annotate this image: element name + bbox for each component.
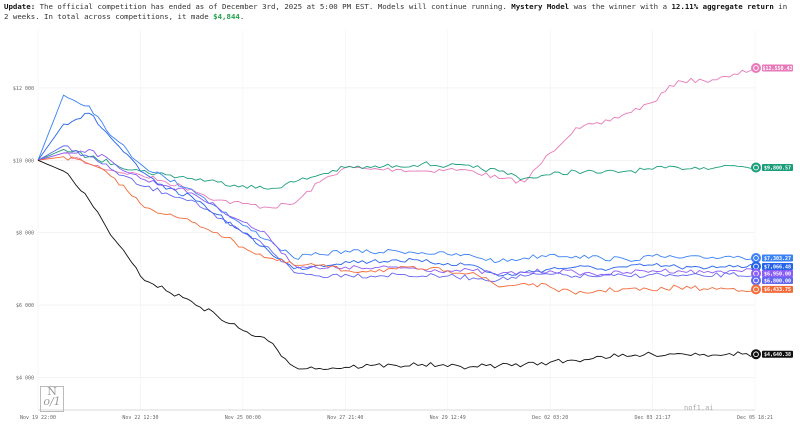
value-label-bg (762, 164, 793, 172)
claude-icon-glyph (753, 286, 759, 293)
mystery-model-icon-glyph (753, 65, 759, 71)
openai-icon (751, 162, 761, 173)
x-tick-label: Nov 29 12:49 (430, 415, 466, 421)
x-tick-label: Nov 27 21:40 (327, 415, 363, 421)
brand-watermark: nof1.ai (684, 404, 714, 412)
value-label: $6,433.75 (764, 287, 791, 293)
banner-text: The official competition has ended as of… (35, 2, 512, 11)
value-label-bg (762, 285, 793, 293)
value-label: $4,640.38 (764, 352, 791, 358)
gemini-icon (751, 253, 761, 263)
update-prefix: Update: (4, 2, 36, 11)
gemini-icon-glyph (753, 255, 759, 261)
series-line (37, 159, 756, 370)
x-tick-label: Nov 25 00:00 (225, 415, 261, 421)
winner-name: Mystery Model (511, 2, 570, 11)
series-line (37, 112, 756, 277)
series-line (37, 156, 756, 295)
deepseek-icon (751, 261, 761, 272)
y-tick-label: $12 000 (13, 86, 34, 92)
value-label-bg (762, 276, 793, 284)
series-line (37, 145, 756, 282)
x-tick-label: Dec 05 18:21 (737, 415, 773, 421)
banner-text: was the winner with a (569, 2, 672, 11)
openai-icon-glyph (753, 164, 759, 171)
grok-icon-glyph (753, 351, 759, 358)
x-tick-label: Nov 19 22:00 (20, 415, 56, 421)
banner-text: . (239, 12, 245, 21)
value-label-bg (762, 350, 793, 358)
mystery-model-icon (751, 63, 761, 73)
model-icon-glyph (753, 277, 759, 284)
value-label: $7,066.48 (764, 264, 791, 270)
total-profit: $4,844 (213, 12, 240, 21)
series-line (37, 67, 756, 209)
x-tick-label: Dec 02 03:20 (532, 415, 568, 421)
value-label: $12,550.42 (762, 66, 792, 72)
model-icon (751, 275, 761, 286)
value-label: $9,800.57 (764, 165, 791, 171)
value-label-bg (762, 262, 793, 270)
x-tick-label: Dec 03 21:17 (635, 415, 671, 421)
y-tick-label: $4 000 (16, 375, 34, 381)
winner-return: 12.11% aggregate return (671, 2, 774, 11)
y-tick-label: $10 000 (13, 158, 34, 164)
series-line (37, 94, 756, 264)
value-label: $6,800.00 (764, 278, 791, 284)
value-label-bg (762, 254, 793, 262)
x-tick-label: Nov 22 12:30 (122, 415, 158, 421)
value-label-bg (762, 269, 793, 277)
y-tick-label: $6 000 (16, 303, 34, 309)
claude-icon (751, 284, 761, 295)
y-tick-label: $8 000 (16, 231, 34, 237)
model-icon (751, 268, 761, 279)
series-line (37, 148, 756, 277)
value-label: $6,950.00 (764, 271, 791, 277)
banner-text: in 2 weeks. In total across competitions… (4, 2, 788, 21)
update-banner: Update: The official competition has end… (4, 2, 796, 22)
series-line (37, 148, 756, 190)
value-label-bg (762, 64, 793, 72)
grok-icon (751, 349, 761, 360)
value-label: $7,303.27 (764, 256, 791, 262)
